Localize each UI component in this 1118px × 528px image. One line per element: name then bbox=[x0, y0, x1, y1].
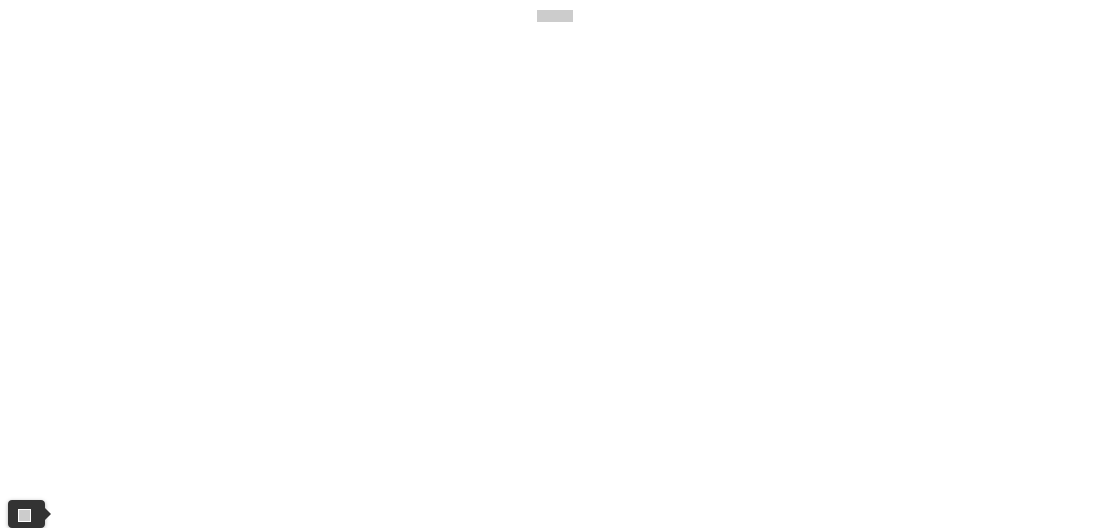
chart-container bbox=[8, 8, 1108, 502]
chart-legend[interactable] bbox=[8, 8, 1108, 22]
tooltip-swatch bbox=[18, 509, 31, 522]
chart-plot[interactable] bbox=[8, 26, 1108, 500]
tooltip-row bbox=[18, 508, 35, 522]
legend-swatch bbox=[537, 10, 573, 22]
chart-tooltip bbox=[8, 500, 45, 528]
